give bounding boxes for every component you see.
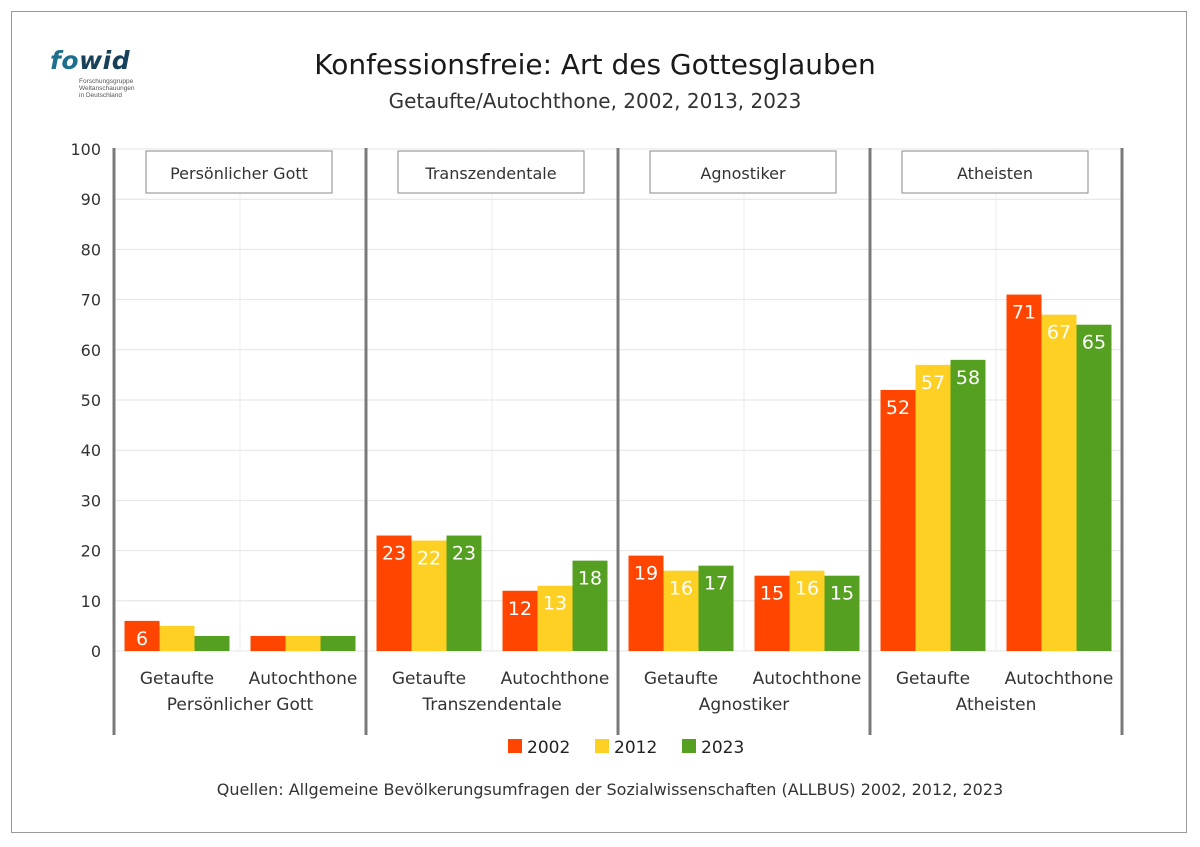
data-label: 16 bbox=[795, 578, 819, 600]
x-tick-label: Autochthone bbox=[753, 669, 862, 689]
panel-title: Persönlicher Gott bbox=[170, 164, 308, 183]
x-tick-label: Autochthone bbox=[249, 669, 358, 689]
panel-title: Atheisten bbox=[957, 164, 1033, 183]
chart-subtitle: Getaufte/Autochthone, 2002, 2013, 2023 bbox=[388, 89, 802, 113]
legend-swatch bbox=[682, 739, 696, 753]
data-label: 6 bbox=[136, 628, 148, 650]
chart-title: Konfessionsfreie: Art des Gottesglauben bbox=[314, 48, 876, 81]
x-tick-label: Getaufte bbox=[644, 669, 718, 689]
panel-axis-label: Atheisten bbox=[956, 695, 1037, 715]
data-label: 23 bbox=[452, 543, 476, 565]
logo-subtext: Forschungsgruppe Weltanschauungen in Deu… bbox=[79, 78, 135, 99]
bar bbox=[824, 575, 860, 651]
y-tick-label: 20 bbox=[81, 542, 101, 561]
bar bbox=[194, 635, 230, 651]
y-tick-label: 100 bbox=[70, 140, 101, 159]
legend-swatch bbox=[508, 739, 522, 753]
panel-axis-label: Agnostiker bbox=[699, 695, 790, 715]
data-label: 16 bbox=[669, 578, 693, 600]
data-label: 65 bbox=[1082, 332, 1106, 354]
legend-swatch bbox=[595, 739, 609, 753]
y-tick-label: 70 bbox=[81, 291, 101, 310]
bar bbox=[950, 359, 986, 651]
source-note: Quellen: Allgemeine Bevölkerungsumfragen… bbox=[216, 780, 1004, 799]
data-label: 52 bbox=[886, 397, 910, 419]
y-tick-label: 0 bbox=[91, 642, 101, 661]
bar bbox=[411, 540, 447, 651]
data-label: 19 bbox=[634, 563, 658, 585]
fowid-logo: fowid Forschungsgruppe Weltanschauungen … bbox=[50, 46, 135, 100]
data-label: 13 bbox=[543, 593, 567, 615]
bar bbox=[698, 565, 734, 651]
bar bbox=[572, 560, 608, 651]
data-label: 57 bbox=[921, 372, 945, 394]
data-label: 23 bbox=[382, 543, 406, 565]
legend-label: 2023 bbox=[701, 738, 744, 758]
panel-title-box bbox=[649, 150, 837, 194]
legend-label: 2002 bbox=[527, 738, 570, 758]
bar bbox=[124, 620, 160, 651]
data-label: 15 bbox=[830, 583, 854, 605]
bar bbox=[663, 570, 699, 651]
panel-title-box bbox=[145, 150, 333, 194]
data-label: 71 bbox=[1012, 302, 1036, 324]
bar bbox=[446, 535, 482, 651]
data-label: 17 bbox=[704, 573, 728, 595]
panel-title-box bbox=[901, 150, 1089, 194]
x-tick-label: Autochthone bbox=[1005, 669, 1114, 689]
panel-title: Transzendentale bbox=[424, 164, 556, 183]
bar bbox=[1006, 294, 1042, 651]
bar bbox=[789, 570, 825, 651]
bar bbox=[1076, 324, 1112, 651]
data-label: 67 bbox=[1047, 322, 1071, 344]
y-tick-label: 60 bbox=[81, 341, 101, 360]
panel-title-box bbox=[397, 150, 585, 194]
bar bbox=[628, 555, 664, 651]
y-tick-label: 10 bbox=[81, 592, 101, 611]
y-tick-label: 50 bbox=[81, 391, 101, 410]
panel-title: Agnostiker bbox=[700, 164, 786, 183]
x-tick-label: Getaufte bbox=[896, 669, 970, 689]
bar bbox=[754, 575, 790, 651]
chart-frame bbox=[11, 11, 1187, 833]
x-tick-label: Getaufte bbox=[392, 669, 466, 689]
bar bbox=[250, 635, 286, 651]
data-label: 15 bbox=[760, 583, 784, 605]
legend-label: 2012 bbox=[614, 738, 657, 758]
panel-axis-label: Transzendentale bbox=[421, 695, 561, 715]
x-tick-label: Autochthone bbox=[501, 669, 610, 689]
data-label: 18 bbox=[578, 568, 602, 590]
data-label: 58 bbox=[956, 367, 980, 389]
bar bbox=[880, 389, 916, 651]
bar bbox=[285, 635, 321, 651]
panel-axis-label: Persönlicher Gott bbox=[167, 695, 314, 715]
bar bbox=[915, 364, 951, 651]
y-tick-label: 80 bbox=[81, 240, 101, 259]
bar bbox=[159, 625, 195, 651]
logo-wordmark: fowid bbox=[50, 46, 131, 75]
x-tick-label: Getaufte bbox=[140, 669, 214, 689]
y-tick-label: 30 bbox=[81, 491, 101, 510]
bar bbox=[376, 535, 412, 651]
y-tick-label: 90 bbox=[81, 190, 101, 209]
data-label: 12 bbox=[508, 598, 532, 620]
y-tick-label: 40 bbox=[81, 441, 101, 460]
bar bbox=[320, 635, 356, 651]
data-label: 22 bbox=[417, 548, 441, 570]
bar bbox=[1041, 314, 1077, 651]
bar bbox=[537, 585, 573, 651]
bar bbox=[502, 590, 538, 651]
